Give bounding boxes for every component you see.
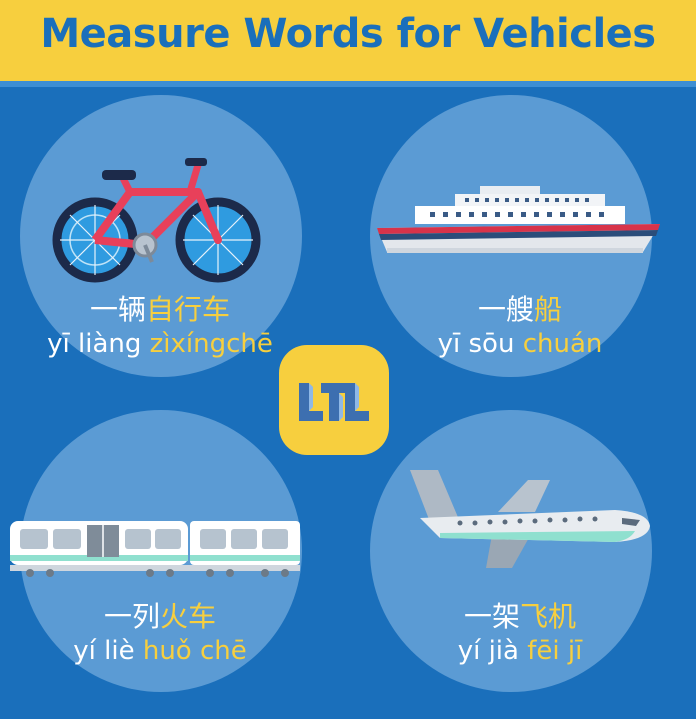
measure-pinyin: yī sōu	[437, 329, 515, 359]
title-banner: Measure Words for Vehicles	[0, 0, 696, 87]
bicycle-icon	[52, 158, 261, 283]
measure-hanzi: 一辆	[89, 293, 146, 326]
measure-hanzi: 一艘	[477, 293, 534, 326]
noun-pinyin: chuán	[522, 329, 603, 359]
measure-hanzi: 一架	[463, 600, 520, 633]
card-train-label: 一列火车 yí liè huǒ chē	[10, 600, 310, 668]
noun-pinyin: zìxíngchē	[149, 329, 273, 359]
page-title: Measure Words for Vehicles	[40, 11, 656, 57]
card-bicycle-label: 一辆自行车 yī liàng zìxíngchē	[10, 293, 310, 361]
ship-icon	[377, 186, 660, 253]
noun-pinyin: huǒ chē	[142, 636, 247, 666]
measure-pinyin: yí jià	[457, 636, 519, 666]
noun-hanzi: 自行车	[146, 293, 231, 326]
measure-pinyin: yī liàng	[47, 329, 142, 359]
noun-hanzi: 飞机	[520, 600, 577, 633]
card-airplane-label: 一架飞机 yí jià fēi jī	[370, 600, 670, 668]
train-icon	[10, 521, 300, 577]
airplane-icon	[410, 470, 650, 568]
card-ship-label: 一艘船 yī sōu chuán	[370, 293, 670, 361]
noun-hanzi: 火车	[160, 600, 217, 633]
noun-pinyin: fēi jī	[527, 636, 583, 666]
noun-hanzi: 船	[534, 293, 563, 326]
ltl-logo-badge: LTL	[279, 345, 389, 455]
measure-hanzi: 一列	[103, 600, 160, 633]
measure-pinyin: yí liè	[73, 636, 135, 666]
ltl-logo-icon	[299, 383, 369, 421]
